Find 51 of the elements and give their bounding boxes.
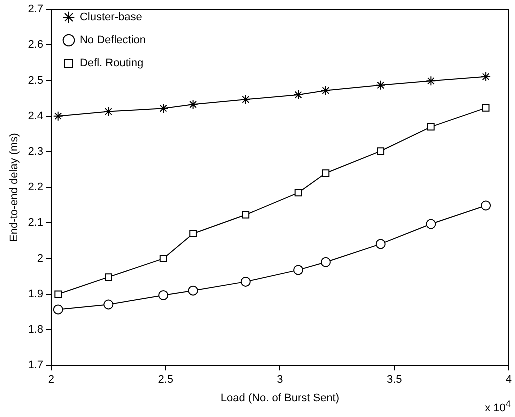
- y-tick-label: 2: [37, 252, 44, 265]
- x-tick-label: 2.5: [158, 374, 174, 386]
- point: [190, 230, 197, 238]
- x-axis-title: Load (No. of Burst Sent): [220, 392, 340, 404]
- point: [482, 104, 490, 112]
- legend-label: Defl. Routing: [80, 58, 144, 70]
- legend-label: No Deflection: [80, 34, 146, 47]
- y-axis-title: End-to-end delay (ms): [8, 133, 21, 242]
- point: [54, 290, 62, 298]
- x-tick-label: 3.5: [386, 374, 402, 386]
- y-tick-label: 2.2: [28, 182, 44, 194]
- point: [294, 265, 304, 276]
- y-tick-label: 2.1: [28, 217, 44, 230]
- point: [104, 106, 114, 117]
- y-tick-label: 1.9: [28, 288, 44, 300]
- point: [376, 80, 386, 90]
- text: x 10$^{4}$: [485, 399, 511, 415]
- point: [320, 257, 331, 268]
- y-tick-label: 2.6: [28, 39, 44, 52]
- point: [240, 276, 251, 287]
- y-tick-label: 2.3: [28, 146, 44, 158]
- x-tick-label: 3: [277, 374, 284, 386]
- point: [188, 100, 198, 110]
- y-tick-label: 1.8: [28, 324, 44, 336]
- point: [322, 170, 330, 178]
- point: [242, 211, 250, 219]
- point: [377, 148, 385, 155]
- point: [426, 219, 436, 230]
- point: [481, 72, 492, 82]
- point: [427, 123, 435, 131]
- y-tick-label: 2.5: [28, 74, 44, 87]
- point: [294, 189, 302, 197]
- point: [158, 104, 169, 114]
- x-tick-label: 4: [506, 374, 512, 386]
- point: [158, 290, 169, 300]
- y-tick-label: 2.7: [28, 4, 44, 16]
- y-tick-label: 1.7: [28, 360, 44, 372]
- point: [240, 94, 251, 105]
- point: [188, 286, 198, 296]
- x-tick-label: 2: [48, 374, 55, 386]
- point: [426, 76, 436, 86]
- point: [160, 255, 168, 262]
- point: [104, 274, 112, 281]
- point: [481, 200, 492, 211]
- legend-label: Cluster-base: [80, 12, 142, 24]
- point: [53, 304, 64, 315]
- point: [376, 239, 386, 250]
- y-tick-label: 2.4: [28, 110, 44, 122]
- point: [320, 86, 331, 96]
- point: [294, 90, 304, 100]
- point: [104, 300, 114, 310]
